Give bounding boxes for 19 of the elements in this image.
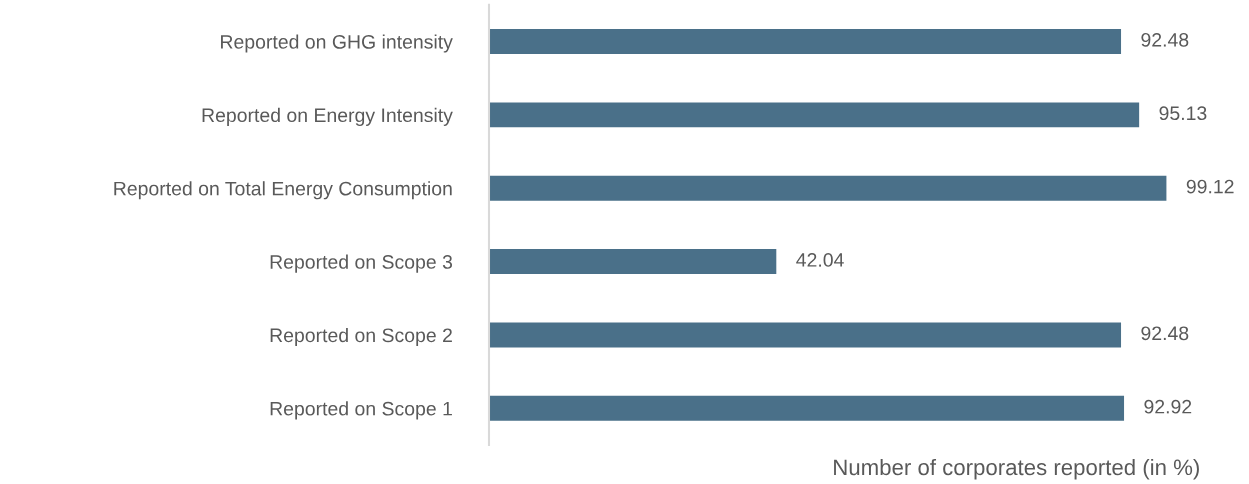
y-tick-label: Reported on Total Energy Consumption	[114, 181, 452, 200]
y-tick-label: Reported on Energy Intensity	[202, 107, 453, 126]
bar	[488, 29, 1122, 54]
bar	[488, 322, 1122, 348]
data-label: 42.04	[796, 253, 844, 267]
y-tick-label: Reported on Scope 3	[270, 254, 453, 273]
bar	[488, 175, 1167, 201]
data-label: 92.48	[1141, 326, 1189, 341]
data-label: 99.12	[1186, 179, 1234, 194]
x-axis-title: Number of corporates reported (in %)	[834, 458, 1199, 480]
bar	[488, 249, 777, 275]
y-tick-label: Reported on GHG intensity	[221, 34, 453, 53]
data-label: 92.48	[1141, 32, 1189, 47]
y-tick-label: Reported on Scope 2	[270, 327, 452, 347]
data-label: 95.13	[1159, 106, 1207, 121]
y-tick-label: Reported on Scope 1	[270, 401, 452, 420]
bar	[488, 395, 1125, 421]
bar	[488, 102, 1140, 128]
data-label: 92.92	[1144, 399, 1192, 414]
